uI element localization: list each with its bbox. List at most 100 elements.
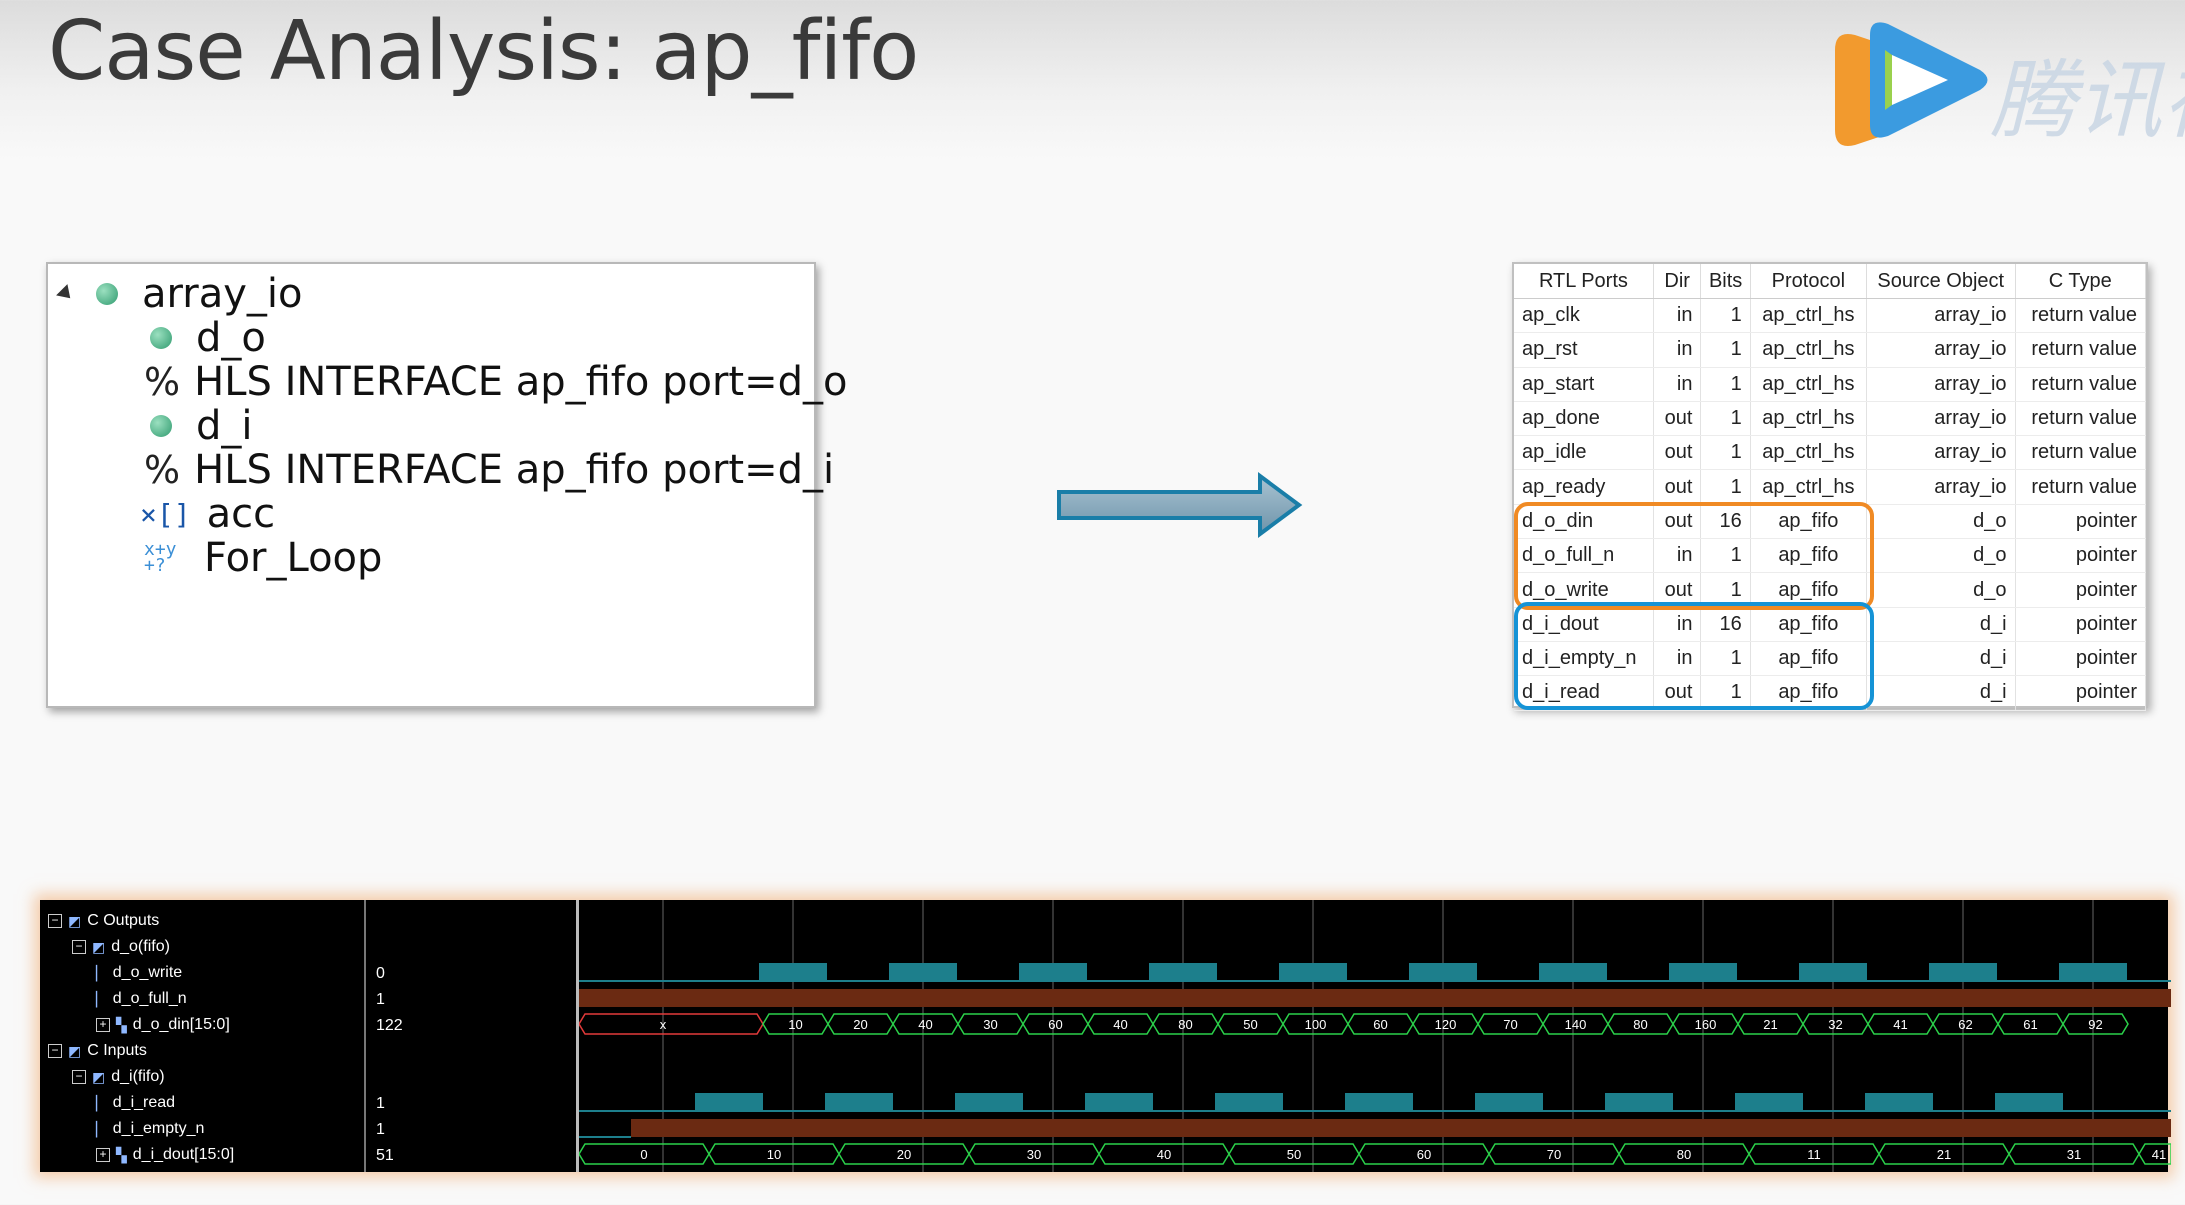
- table-cell: ap_ctrl_hs: [1750, 435, 1867, 471]
- signal-row[interactable]: + ▚ d_i_dout[15:0]: [96, 1142, 234, 1168]
- bus-value-label: 60: [1417, 1147, 1431, 1162]
- tree-item-label: d_o: [196, 315, 266, 361]
- table-cell: 16: [1700, 607, 1751, 642]
- pulse-mark: [1799, 963, 1867, 981]
- bus-value-label: 20: [853, 1017, 867, 1032]
- bus-value-label: 80: [1178, 1017, 1192, 1032]
- table-cell: ap_ctrl_hs: [1750, 469, 1867, 505]
- signal-row[interactable]: − ◩ d_i(fifo): [72, 1064, 165, 1090]
- bus-value-label: 50: [1243, 1017, 1257, 1032]
- bus-value-label: 40: [1113, 1017, 1127, 1032]
- table-row[interactable]: d_o_full_n in 1 ap_fifo d_o pointer: [1514, 538, 2147, 574]
- signal-row[interactable]: ▏ d_o_full_n: [96, 986, 187, 1012]
- bus-value-label: 31: [2067, 1147, 2081, 1162]
- expand-box-icon[interactable]: +: [96, 1148, 110, 1162]
- table-row[interactable]: ap_ready out 1 ap_ctrl_hs array_io return val…: [1514, 469, 2147, 505]
- signal-value-pane: 0 1 122 1 1 51: [364, 900, 576, 1172]
- collapse-box-icon[interactable]: −: [72, 940, 86, 954]
- signal-name: d_o_full_n: [112, 990, 187, 1007]
- table-cell: ap_idle: [1514, 435, 1654, 471]
- bus-value-label: 21: [1937, 1147, 1951, 1162]
- signal-row[interactable]: − ◩ C Inputs: [48, 1038, 147, 1064]
- column-header[interactable]: RTL Ports: [1514, 264, 1654, 299]
- pulse-mark: [1279, 963, 1347, 981]
- pulse-mark: [1019, 963, 1087, 981]
- table-cell: 1: [1700, 367, 1751, 402]
- directive-tree-panel: array_io d_o % HLS INTERFACE ap_fifo por…: [46, 262, 847, 708]
- level-high-mark: [631, 1119, 2171, 1137]
- pulse-mark: [1149, 963, 1217, 981]
- expand-box-icon[interactable]: +: [96, 1018, 110, 1032]
- table-row[interactable]: ap_clk in 1 ap_ctrl_hs array_io return value: [1514, 298, 2147, 334]
- pulse-mark: [1735, 1093, 1803, 1111]
- table-row[interactable]: ap_idle out 1 ap_ctrl_hs array_io return valu…: [1514, 435, 2147, 471]
- table-cell: d_o: [1866, 504, 2016, 540]
- pulse-mark: [1995, 1093, 2063, 1111]
- table-cell: ap_fifo: [1750, 572, 1867, 608]
- table-row[interactable]: d_i_dout in 16 ap_fifo d_i pointer: [1514, 607, 2147, 642]
- column-header[interactable]: Source Object: [1866, 264, 2016, 299]
- signal-type-icon: ▏: [96, 964, 107, 981]
- table-cell: ap_done: [1514, 401, 1654, 437]
- signal-row[interactable]: − ◩ C Outputs: [48, 908, 159, 934]
- collapse-box-icon[interactable]: −: [72, 1070, 86, 1084]
- tree-item-d-i[interactable]: d_i: [150, 396, 253, 456]
- signal-value: 51: [376, 1147, 394, 1164]
- column-header[interactable]: Bits: [1700, 264, 1751, 299]
- bus-value-label: 50: [1287, 1147, 1301, 1162]
- table-row[interactable]: d_o_write out 1 ap_fifo d_o pointer: [1514, 572, 2147, 608]
- signal-row[interactable]: + ▚ d_o_din[15:0]: [96, 1012, 230, 1038]
- pulse-mark: [1475, 1093, 1543, 1111]
- signal-row[interactable]: ▏ d_o_write: [96, 960, 182, 986]
- array-icon: ×[]: [140, 497, 191, 531]
- signal-name: d_i_read: [112, 1094, 176, 1111]
- table-cell: out: [1653, 401, 1702, 437]
- signal-type-icon: ◩: [92, 1068, 106, 1085]
- tree-item-array-io[interactable]: array_io: [56, 264, 302, 324]
- table-row[interactable]: ap_done out 1 ap_ctrl_hs array_io return valu…: [1514, 401, 2147, 437]
- table-cell: d_i_empty_n: [1514, 641, 1654, 677]
- bus-value-label: 30: [1027, 1147, 1041, 1162]
- signal-value: 1: [376, 991, 385, 1008]
- signal-row[interactable]: ▏ d_i_empty_n: [96, 1116, 204, 1142]
- column-header[interactable]: C Type: [2015, 264, 2147, 299]
- table-cell: return value: [2015, 367, 2147, 402]
- table-cell: pointer: [2015, 675, 2147, 711]
- table-cell: ap_rst: [1514, 332, 1654, 368]
- signal-row[interactable]: ▏ d_i_read: [96, 1090, 175, 1116]
- table-cell: d_i_read: [1514, 675, 1654, 711]
- bus-value-label: x: [660, 1017, 667, 1032]
- collapse-box-icon[interactable]: −: [48, 1044, 62, 1058]
- table-row[interactable]: d_i_read out 1 ap_fifo d_i pointer: [1514, 675, 2147, 711]
- table-cell: out: [1653, 572, 1702, 608]
- signal-name: d_o_din[15:0]: [132, 1016, 230, 1033]
- table-cell: ap_fifo: [1750, 538, 1867, 574]
- table-row[interactable]: d_i_empty_n in 1 ap_fifo d_i pointer: [1514, 641, 2147, 677]
- tree-item-d-o[interactable]: d_o: [150, 308, 266, 368]
- table-cell: pointer: [2015, 504, 2147, 540]
- table-cell: return value: [2015, 435, 2147, 471]
- tree-item-directive-d-o[interactable]: % HLS INTERFACE ap_fifo port=d_o: [144, 352, 847, 412]
- tree-item-acc[interactable]: ×[] acc: [140, 484, 275, 544]
- column-header[interactable]: Protocol: [1750, 264, 1867, 299]
- signal-value: 1: [376, 1095, 385, 1112]
- pulse-mark: [1215, 1093, 1283, 1111]
- table-cell: 16: [1700, 504, 1751, 540]
- table-row[interactable]: ap_start in 1 ap_ctrl_hs array_io return valu…: [1514, 367, 2147, 402]
- signal-row[interactable]: − ◩ d_o(fifo): [72, 934, 170, 960]
- tree-item-for-loop[interactable]: x+y +? For_Loop: [144, 528, 382, 588]
- column-header[interactable]: Dir: [1653, 264, 1702, 299]
- table-cell: 1: [1700, 332, 1751, 368]
- waveform-plot-pane[interactable]: x 10 20 40 30 60 40 80 50 100 60 120 70 140 80 160 21 32 4…: [576, 900, 2172, 1172]
- table-row[interactable]: d_o_din out 16 ap_fifo d_o pointer: [1514, 504, 2147, 540]
- table-cell: d_o_din: [1514, 504, 1654, 540]
- table-cell: 1: [1700, 641, 1751, 677]
- collapse-triangle-icon[interactable]: [56, 284, 76, 304]
- signal-name: d_i_dout[15:0]: [132, 1146, 235, 1163]
- table-row[interactable]: ap_rst in 1 ap_ctrl_hs array_io return value: [1514, 332, 2147, 368]
- table-cell: ap_ctrl_hs: [1750, 401, 1867, 437]
- collapse-box-icon[interactable]: −: [48, 914, 62, 928]
- tree-item-directive-d-i[interactable]: % HLS INTERFACE ap_fifo port=d_i: [144, 440, 834, 500]
- bus-value-label: 32: [1828, 1017, 1842, 1032]
- signal-type-icon: ◩: [92, 938, 106, 955]
